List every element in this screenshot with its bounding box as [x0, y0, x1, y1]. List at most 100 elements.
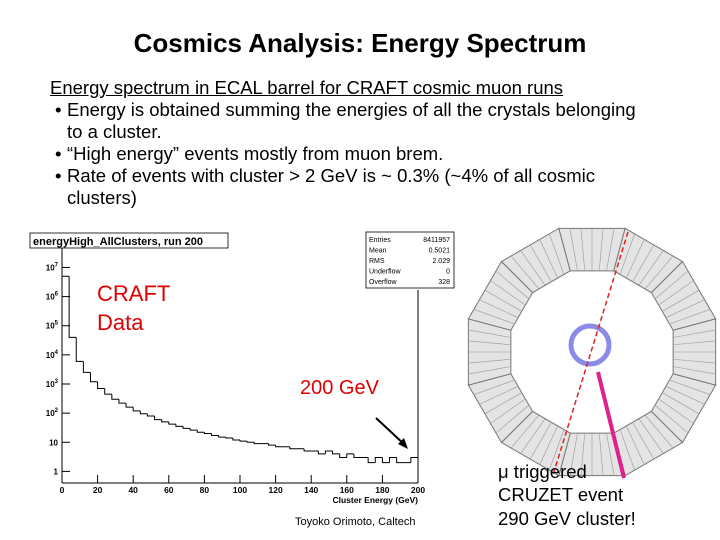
module-line: [606, 433, 615, 476]
y-tick-label: 104: [46, 350, 59, 360]
y-tick-label: 1: [54, 467, 59, 476]
y-tick-exp: 3: [55, 379, 59, 385]
module-line: [619, 429, 635, 471]
hist-bin: [161, 419, 169, 423]
stat-value: 328: [438, 279, 450, 286]
module-line: [495, 404, 530, 434]
module-line: [549, 429, 565, 471]
hist-bin: [303, 448, 312, 452]
y-tick-label: 105: [46, 321, 59, 331]
y-tick-exp: 7: [55, 262, 59, 268]
hist-title: energyHigh_AllClusters, run 200: [33, 236, 203, 248]
y-tick-base: 10: [46, 409, 55, 418]
module-line: [510, 255, 540, 290]
module-line: [479, 386, 519, 405]
module-line: [490, 280, 526, 306]
module-line: [580, 228, 586, 271]
hist-bin: [410, 457, 418, 463]
module-line: [529, 422, 552, 460]
stat-value: 2.029: [432, 258, 450, 265]
x-tick-label: 20: [93, 485, 103, 495]
module-line: [606, 228, 615, 271]
hist-bin: [353, 453, 362, 459]
module-line: [569, 228, 578, 271]
module-line: [598, 433, 604, 476]
hist-bin: [168, 421, 176, 425]
histogram: energyHigh_AllClusters, run 200 Entries 84…: [29, 231, 455, 505]
module-line: [473, 309, 515, 325]
hist-bin: [196, 430, 205, 433]
module-line: [662, 289, 700, 312]
module-line: [473, 379, 515, 395]
bullet: Rate of events with cluster > 2 GeV is ~…: [55, 165, 650, 209]
hist-bin: [346, 453, 354, 458]
stat-name: RMS: [369, 258, 385, 265]
cluster: [596, 371, 626, 479]
x-tick-label: 80: [200, 485, 210, 495]
module-line: [510, 414, 540, 449]
module-line: [468, 340, 511, 346]
hist-bin: [246, 441, 255, 443]
stats-box: [365, 231, 455, 289]
module-line: [598, 228, 604, 271]
module-line: [569, 433, 578, 476]
muon-track: [552, 231, 629, 476]
y-tick-label: 106: [46, 292, 59, 302]
module-line: [673, 340, 716, 346]
stat-name: Mean: [369, 248, 387, 255]
module-line: [520, 250, 546, 286]
y-tick-exp: 4: [55, 350, 59, 356]
bullet: “High energy” events mostly from muon br…: [55, 143, 650, 165]
x-tick-label: 60: [164, 485, 174, 495]
caption: 290 GeV cluster!: [498, 508, 636, 529]
module-line: [619, 233, 635, 275]
hist-bin: [203, 432, 212, 434]
bullet-list: Energy is obtained summing the energies …: [50, 99, 650, 209]
module-line: [468, 366, 511, 375]
x-axis-label: Cluster Energy (GeV): [333, 495, 419, 505]
arrow-head: [398, 438, 408, 449]
intro: Energy spectrum in ECAL barrel for CRAFT…: [50, 77, 564, 98]
annotation: 200 GeV: [300, 377, 380, 399]
y-tick-exp: 5: [55, 321, 59, 327]
y-tick-base: 10: [46, 380, 55, 389]
slide-title: Cosmics Analysis: Energy Spectrum: [133, 28, 587, 58]
hist-bin: [239, 439, 248, 442]
hist-bin: [381, 457, 390, 464]
module-line: [468, 329, 511, 338]
x-tick-label: 40: [128, 485, 138, 495]
hist-bin: [125, 403, 134, 408]
hist-bin: [332, 451, 340, 455]
stat-name: Overflow: [369, 279, 398, 286]
hist-bin: [68, 276, 77, 338]
hist-bin: [396, 457, 404, 464]
hist-title-box: [29, 232, 229, 249]
hist-bin: [139, 410, 148, 415]
module-line: [468, 358, 511, 364]
annotation: CRAFT: [97, 281, 170, 306]
y-tick-base: 10: [46, 263, 55, 272]
module-line: [644, 414, 674, 449]
x-tick-label: 100: [233, 485, 247, 495]
y-tick-base: 10: [46, 293, 55, 302]
hist-bin: [317, 451, 326, 455]
module-line: [658, 398, 694, 424]
hist-bin: [111, 394, 119, 400]
hist-bin: [374, 457, 383, 463]
y-tick-label: 102: [46, 408, 59, 418]
hist-bin: [289, 446, 297, 450]
y-tick-exp: 2: [55, 408, 59, 414]
stat-name: Underflow: [369, 269, 401, 276]
module-line: [539, 239, 558, 279]
module-line: [549, 233, 565, 275]
x-tick-label: 200: [411, 485, 425, 495]
hist-bin: [267, 443, 276, 446]
hist-bin: [189, 428, 198, 431]
module-line: [673, 358, 716, 364]
module-line: [484, 392, 522, 415]
module-line: [669, 379, 711, 395]
module-line: [673, 366, 716, 375]
module-line: [654, 404, 689, 434]
